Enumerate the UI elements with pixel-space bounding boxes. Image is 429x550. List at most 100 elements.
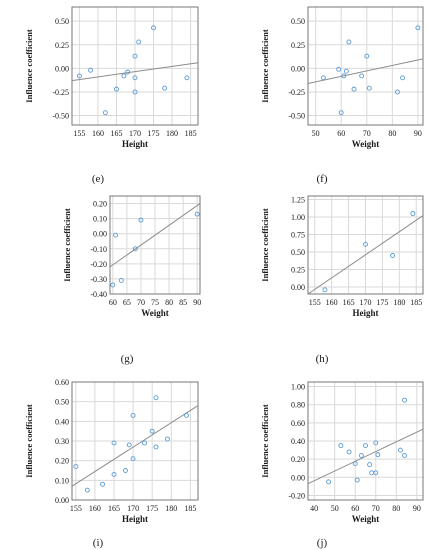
x-tick-label: 75 [151,298,159,307]
data-point [136,39,142,45]
data-point [184,412,189,418]
data-point [338,110,344,116]
data-point [326,479,331,485]
x-tick-label: 80 [388,129,396,138]
data-point [394,89,400,95]
y-tick-label: 0.00 [93,230,107,239]
y-tick-label: 1.25 [291,196,305,205]
chart-panel: 50 60 70 80 90 -0.50 -0.25 0.00 0.25 0.50 Weight In… [260,6,424,149]
y-tick-label: 0.20 [55,457,69,466]
fit-line [307,215,424,295]
x-tick-label: 185 [185,129,197,138]
data-point [390,253,396,258]
data-point [113,232,119,238]
y-tick-label: 0.60 [291,419,305,428]
x-tick-label: 50 [331,504,339,513]
x-tick-label: 70 [137,298,145,307]
x-axis-label: Height [122,514,148,524]
y-tick-label: 0.00 [291,283,305,292]
data-point [165,436,170,442]
data-point [341,73,347,79]
chart-panel: 155 160 165 170 175 180 185 0.00 0.25 0.50 0.75 1.0… [260,195,424,318]
y-tick-label: 0.00 [291,64,305,73]
fit-line [109,203,201,268]
x-tick-label: 85 [179,298,187,307]
data-point [336,66,342,72]
x-tick-label: 155 [73,129,85,138]
x-tick-label: 90 [193,298,201,307]
x-tick-label: 170 [129,129,141,138]
y-tick-label: 0.30 [55,437,69,446]
x-tick-label: 50 [312,129,320,138]
data-point [352,461,358,467]
data-point [410,211,416,216]
data-point [359,73,365,79]
data-point [400,75,406,81]
y-tick-label: 0.50 [55,17,69,26]
fit-line [71,62,199,82]
data-point [415,25,421,31]
data-point [322,287,328,293]
x-tick-label: 40 [310,504,318,513]
panel-label: (f) [317,173,328,185]
y-axis-label: Influence coefficient [24,404,34,478]
data-point [102,110,108,116]
panel-label: (h) [316,353,329,365]
plot-frame [109,195,201,295]
y-tick-label: 0.50 [291,17,305,26]
y-tick-label: 0.20 [291,455,305,464]
x-tick-label: 70 [372,504,380,513]
x-tick-label: 60 [109,298,117,307]
data-point [84,487,90,493]
data-point [366,85,372,91]
data-point [397,447,403,453]
data-point [364,53,370,59]
data-point [162,85,168,91]
data-point [132,89,138,95]
data-point [76,73,82,79]
x-tick-label: 80 [165,298,173,307]
fit-line [307,58,424,84]
data-point [151,25,156,31]
data-point [111,471,117,477]
x-tick-label: 180 [165,504,177,513]
data-point [363,443,368,448]
y-tick-label: 0.80 [291,401,305,410]
data-point [184,75,190,81]
data-point [138,217,144,223]
y-tick-label: 0.00 [291,473,305,482]
y-axis-label: Influence coefficient [260,208,270,282]
x-tick-label: 160 [92,129,104,138]
y-tick-label: 0.25 [55,41,69,50]
fit-line [71,405,199,487]
x-axis-label: Weight [141,308,169,318]
y-tick-label: 0.20 [93,200,107,209]
data-point [343,68,349,74]
data-point [369,470,375,476]
chart-panel: 155 160 165 170 175 180 185 -0.50 -0.25 0.00 0.25 0… [24,6,199,149]
y-tick-label: 0.10 [93,215,107,224]
chart-panel: 60 65 70 75 80 85 90 -0.40 -0.30 -0.20 -0.10 0.00 0.… [62,195,201,318]
y-tick-label: 1.00 [291,213,305,222]
x-tick-label: 175 [376,298,388,307]
y-tick-label: 0.00 [55,64,69,73]
data-point [354,477,360,483]
data-point [121,73,127,79]
y-tick-label: -0.50 [288,112,305,121]
y-tick-label: 0.50 [291,248,305,257]
x-tick-label: 155 [70,504,82,513]
data-point [73,464,79,470]
x-tick-label: 170 [360,298,372,307]
x-tick-label: 160 [89,504,101,513]
x-tick-label: 175 [146,504,158,513]
y-tick-label: -0.50 [52,112,69,121]
data-point [367,462,373,468]
x-tick-label: 185 [410,298,422,307]
data-point [88,67,93,73]
x-tick-label: 160 [326,298,338,307]
data-point [130,456,136,462]
data-point [375,452,381,458]
y-tick-label: 0.00 [55,496,69,505]
panel-label: (j) [317,537,328,549]
